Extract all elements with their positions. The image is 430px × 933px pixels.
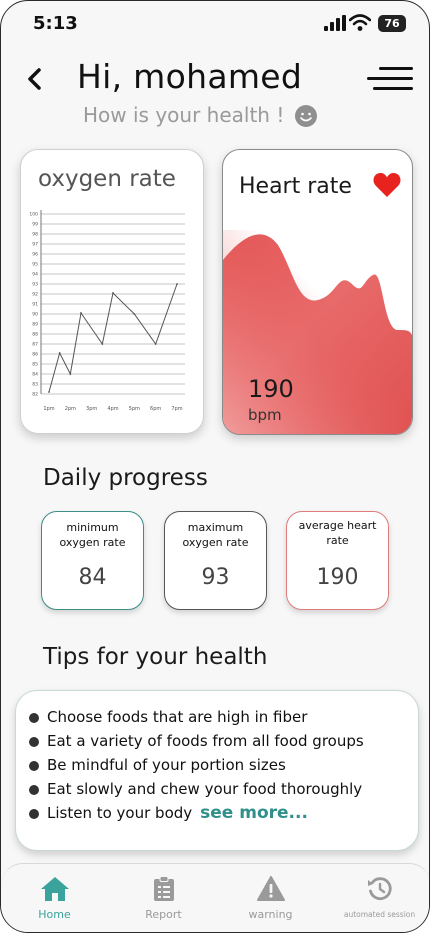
oxygen-rate-card[interactable]: oxygen rate 100 99 98 97 96 95 94 93 92 91 90 89 88 8… xyxy=(20,149,204,434)
x-tick-label: 1pm xyxy=(43,406,54,412)
nav-home-label: Home xyxy=(38,908,71,921)
oxygen-data-point xyxy=(80,312,82,314)
oxygen-data-point xyxy=(101,343,104,345)
nav-automated-session[interactable]: automated session xyxy=(326,864,429,930)
y-tick-label: 86 xyxy=(32,352,38,358)
tip-item: Be mindful of your portion sizes xyxy=(28,755,364,779)
y-tick-label: 98 xyxy=(32,232,38,238)
nav-warning[interactable]: warning xyxy=(217,864,324,930)
stat-avg-heart-label: average heart rate xyxy=(298,519,377,547)
nav-warning-label: warning xyxy=(248,908,293,921)
y-tick-label: 88 xyxy=(32,332,38,338)
heart-rate-value: 190 xyxy=(248,375,294,403)
bottom-navigation: Home Report warning xyxy=(1,863,429,932)
y-tick-label: 83 xyxy=(32,382,38,388)
oxygen-rate-title: oxygen rate xyxy=(38,166,176,192)
see-more-link[interactable]: see more... xyxy=(200,803,308,823)
y-tick-label: 94 xyxy=(32,272,38,278)
nav-report[interactable]: Report xyxy=(110,864,217,930)
oxygen-series-line xyxy=(48,283,178,393)
subtitle-text: How is your health ! xyxy=(83,103,285,127)
y-tick-label: 84 xyxy=(32,372,38,378)
y-tick-label: 95 xyxy=(32,262,38,268)
tips-card: Choose foods that are high in fiber Eat … xyxy=(15,690,419,851)
oxygen-data-point xyxy=(176,283,178,285)
stat-max-oxygen[interactable]: maximum oxygen rate 93 xyxy=(164,511,267,610)
greeting-title: Hi, mohamed xyxy=(77,57,303,96)
nav-home[interactable]: Home xyxy=(1,864,108,930)
back-arrow-icon[interactable] xyxy=(25,65,45,93)
x-tick-label: 2pm xyxy=(65,406,76,412)
y-tick-label: 85 xyxy=(32,362,38,368)
heart-rate-title: Heart rate xyxy=(239,174,352,199)
signal-icon xyxy=(324,15,346,31)
home-icon xyxy=(40,877,69,901)
tips-title: Tips for your health xyxy=(43,644,268,670)
oxygen-data-point xyxy=(154,343,157,345)
y-tick-label: 99 xyxy=(32,222,38,228)
history-icon xyxy=(367,877,392,901)
heart-rate-card[interactable]: Heart rate 190 bpm xyxy=(222,149,413,435)
y-tick-label: 87 xyxy=(32,342,38,348)
oxygen-data-point xyxy=(133,313,136,315)
oxygen-data-point xyxy=(58,352,61,354)
stat-min-oxygen-value: 84 xyxy=(78,565,107,590)
x-tick-label: 3pm xyxy=(86,406,97,412)
stat-avg-heart-value: 190 xyxy=(316,565,359,590)
x-tick-label: 7pm xyxy=(171,406,182,412)
clipboard-icon xyxy=(153,876,174,901)
stat-min-oxygen[interactable]: minimum oxygen rate 84 xyxy=(41,511,144,610)
heart-icon xyxy=(373,173,401,197)
stat-avg-heart[interactable]: average heart rate 190 xyxy=(286,511,389,610)
health-subtitle: How is your health ! xyxy=(83,103,317,127)
oxygen-data-point xyxy=(69,373,72,375)
oxygen-rate-chart: 100 99 98 97 96 95 94 93 92 91 90 89 88 87 86 85 84 83 82 1… xyxy=(29,210,185,412)
tip-item: Eat a variety of foods from all food gro… xyxy=(28,731,364,755)
heart-rate-wave xyxy=(223,230,412,434)
nav-report-label: Report xyxy=(145,908,182,921)
oxygen-data-point xyxy=(48,391,50,393)
smile-icon xyxy=(294,105,317,127)
battery-indicator: 76 xyxy=(378,15,406,32)
tips-list: Choose foods that are high in fiber Eat … xyxy=(28,707,364,827)
x-tick-label: 6pm xyxy=(150,406,161,412)
status-bar: 5:13 76 xyxy=(1,1,429,45)
stat-max-oxygen-value: 93 xyxy=(201,565,230,590)
status-time: 5:13 xyxy=(33,13,78,34)
y-tick-label: 96 xyxy=(32,252,38,258)
y-tick-label: 82 xyxy=(32,392,38,398)
wifi-icon xyxy=(349,14,371,31)
y-tick-label: 93 xyxy=(32,282,38,288)
heart-rate-unit: bpm xyxy=(248,406,282,424)
x-tick-label: 4pm xyxy=(107,406,118,412)
oxygen-data-point xyxy=(112,292,114,294)
y-tick-label: 89 xyxy=(32,322,38,328)
tip-item: Eat slowly and chew your food thoroughly xyxy=(28,779,364,803)
tip-item: Listen to your body see more... xyxy=(28,803,364,827)
tip-item: Choose foods that are high in fiber xyxy=(28,707,364,731)
y-tick-label: 90 xyxy=(32,312,38,318)
y-tick-label: 100 xyxy=(29,212,38,218)
y-tick-label: 91 xyxy=(32,302,38,308)
nav-automated-session-label: automated session xyxy=(343,910,416,919)
stat-min-oxygen-label: minimum oxygen rate xyxy=(59,521,126,549)
y-tick-label: 92 xyxy=(32,292,38,298)
menu-icon[interactable] xyxy=(367,67,413,93)
y-tick-label: 97 xyxy=(32,242,38,248)
warning-icon xyxy=(256,876,285,901)
daily-progress-title: Daily progress xyxy=(43,465,208,491)
stat-max-oxygen-label: maximum oxygen rate xyxy=(182,521,249,549)
x-tick-label: 5pm xyxy=(129,406,140,412)
